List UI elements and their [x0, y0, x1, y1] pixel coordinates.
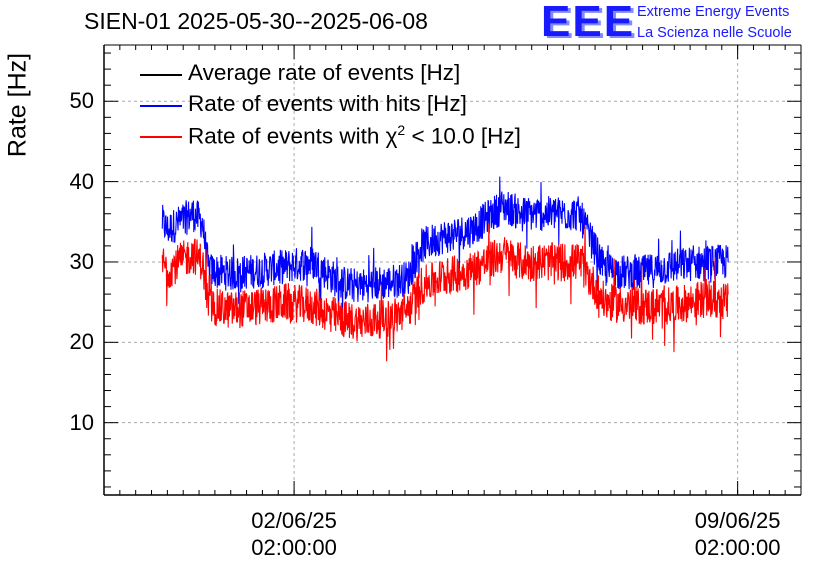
x-tick-time: 02:00:00 [251, 535, 337, 560]
legend-swatch-average [140, 74, 182, 76]
y-tick-label: 50 [69, 88, 94, 114]
legend-label-hits: Rate of events with hits [Hz] [188, 91, 467, 116]
legend-swatch-hits [140, 105, 182, 107]
y-tick-label: 10 [69, 409, 94, 435]
y-tick-label: 40 [69, 168, 94, 194]
x-tick-date: 09/06/25 [694, 508, 781, 533]
series [161, 176, 729, 362]
series-line-1 [161, 223, 729, 362]
series-line-0 [161, 176, 729, 322]
legend-label-average: Average rate of events [Hz] [188, 60, 461, 85]
chart-title: SIEN-01 2025-05-30--2025-06-08 [84, 8, 428, 34]
y-tick-label: 30 [69, 248, 94, 274]
x-tick-time: 02:00:00 [694, 535, 781, 560]
logo-line-1: Extreme Energy Events [637, 4, 790, 20]
x-tick-label: 02/06/25 02:00:00 [224, 507, 364, 561]
x-tick-label: 09/06/25 02:00:00 [668, 507, 808, 561]
eee-logo: EEE [541, 0, 636, 46]
x-tick-date: 02/06/25 [251, 508, 337, 533]
logo-line-2: La Scienza nelle Scuole [637, 25, 792, 41]
y-axis-label: Rate [Hz] [3, 52, 32, 158]
y-tick-label: 20 [69, 329, 94, 355]
legend-label-chi2: Rate of events with χ2 < 10.0 [Hz] [188, 122, 521, 149]
axes [103, 44, 802, 496]
legend-swatch-chi2 [140, 136, 182, 138]
